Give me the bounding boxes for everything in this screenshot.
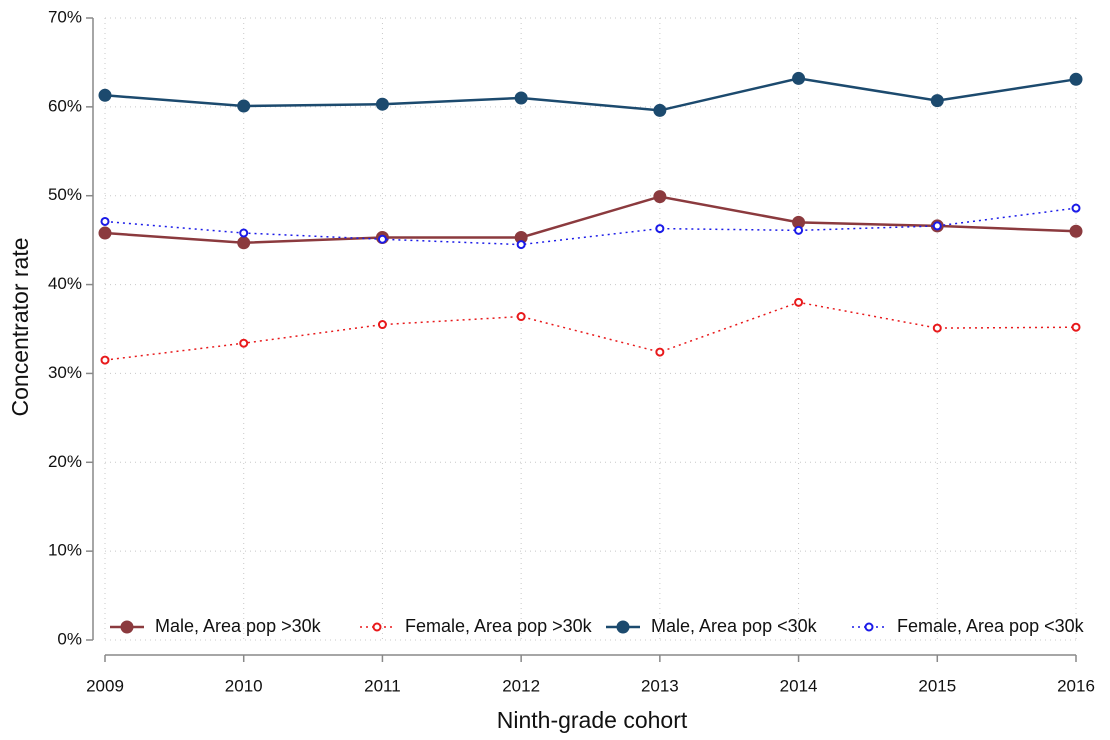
x-tick-label: 2013: [641, 676, 679, 695]
data-point: [1069, 224, 1083, 238]
x-tick-label: 2015: [918, 676, 956, 695]
x-tick-label: 2014: [780, 676, 818, 695]
y-axis-title: Concentrator rate: [7, 238, 33, 417]
data-point: [100, 355, 110, 365]
y-tick-label: 70%: [48, 7, 82, 26]
series-line: [104, 301, 1077, 361]
series-line: [104, 195, 1077, 245]
x-tick-label: 2009: [86, 676, 124, 695]
data-point: [792, 71, 806, 85]
series-line: [104, 77, 1077, 112]
x-tick-label: 2012: [502, 676, 540, 695]
data-point: [98, 226, 112, 240]
data-point: [239, 338, 249, 348]
legend-marker: [864, 622, 874, 632]
data-point: [375, 97, 389, 111]
legend-marker: [372, 622, 382, 632]
data-point: [653, 103, 667, 117]
y-tick-label: 20%: [48, 452, 82, 471]
data-point: [932, 221, 942, 231]
data-point: [239, 228, 249, 238]
y-tick-label: 50%: [48, 185, 82, 204]
x-tick-label: 2016: [1057, 676, 1095, 695]
x-axis-title: Ninth-grade cohort: [497, 707, 688, 733]
y-tick-label: 40%: [48, 274, 82, 293]
x-tick-label: 2010: [225, 676, 263, 695]
y-tick-label: 10%: [48, 541, 82, 560]
data-point: [516, 312, 526, 322]
y-tick-label: 0%: [57, 629, 82, 648]
data-point: [514, 91, 528, 105]
data-point: [98, 88, 112, 102]
data-point: [377, 234, 387, 244]
y-tick-label: 60%: [48, 96, 82, 115]
data-point: [655, 224, 665, 234]
legend-label: Female, Area pop <30k: [897, 616, 1085, 636]
data-point: [794, 297, 804, 307]
data-point: [377, 320, 387, 330]
data-point: [930, 94, 944, 108]
x-tick-label: 2011: [364, 676, 401, 695]
legend-label: Male, Area pop >30k: [155, 616, 322, 636]
data-point: [1071, 203, 1081, 213]
data-point: [1069, 72, 1083, 86]
legend-label: Female, Area pop >30k: [405, 616, 593, 636]
y-tick-label: 30%: [48, 363, 82, 382]
data-point: [794, 225, 804, 235]
legend-marker: [120, 620, 134, 634]
data-point: [237, 236, 251, 250]
data-point: [100, 216, 110, 226]
legend-marker: [616, 620, 630, 634]
data-point: [237, 99, 251, 113]
data-point: [655, 347, 665, 357]
series-line: [104, 207, 1077, 246]
data-point: [653, 190, 667, 204]
data-point: [932, 323, 942, 333]
data-point: [1071, 322, 1081, 332]
data-point: [516, 240, 526, 250]
legend-label: Male, Area pop <30k: [651, 616, 818, 636]
